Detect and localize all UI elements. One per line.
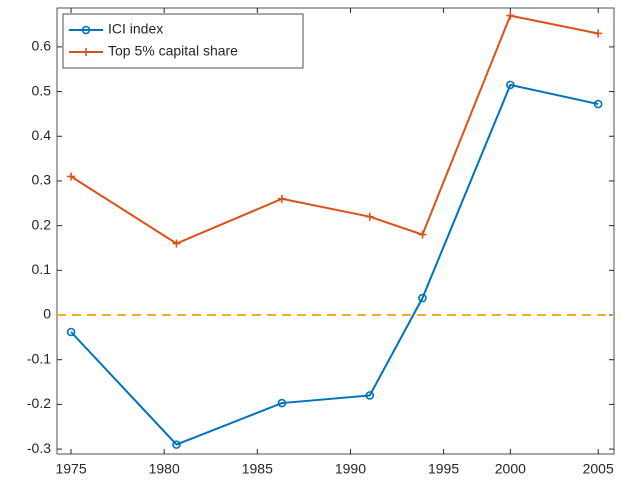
marker [593,99,603,109]
marker [506,80,515,90]
legend-marker [82,48,90,56]
x-tick-label: 1980 [149,461,180,477]
marker [277,194,286,203]
marker [67,172,76,181]
marker [594,29,603,38]
y-tick-label: 0.4 [32,127,52,143]
marker [506,11,515,20]
x-tick-label: 1995 [428,461,459,477]
x-tick-label: 1990 [335,461,366,477]
marker [418,293,427,303]
legend-label: ICI index [108,21,163,37]
y-tick-label: 0.3 [32,172,52,188]
y-tick-label: 0.5 [32,82,52,98]
legend-box [62,13,304,69]
y-tick-label: 0.2 [32,216,52,232]
marker [66,327,76,337]
y-tick-label: -0.3 [27,440,51,456]
y-tick-label: -0.1 [27,350,51,366]
plot-area [56,7,615,455]
marker [172,440,181,449]
marker [365,212,374,221]
series-line [70,83,599,446]
marker [365,391,375,400]
legend-marker [81,25,91,35]
x-tick-label: 1985 [242,461,273,477]
marker [418,230,427,239]
y-tick-label: 0 [43,306,51,322]
x-tick-label: 2000 [495,461,526,477]
y-tick-label: 0.1 [32,261,52,277]
legend-label: Top 5% capital share [108,43,238,59]
x-tick-label: 1975 [55,461,86,477]
y-tick-label: -0.2 [27,395,51,411]
marker [172,239,181,248]
x-tick-label: 2005 [583,461,614,477]
marker [277,398,287,408]
y-tick-label: 0.6 [32,38,52,54]
